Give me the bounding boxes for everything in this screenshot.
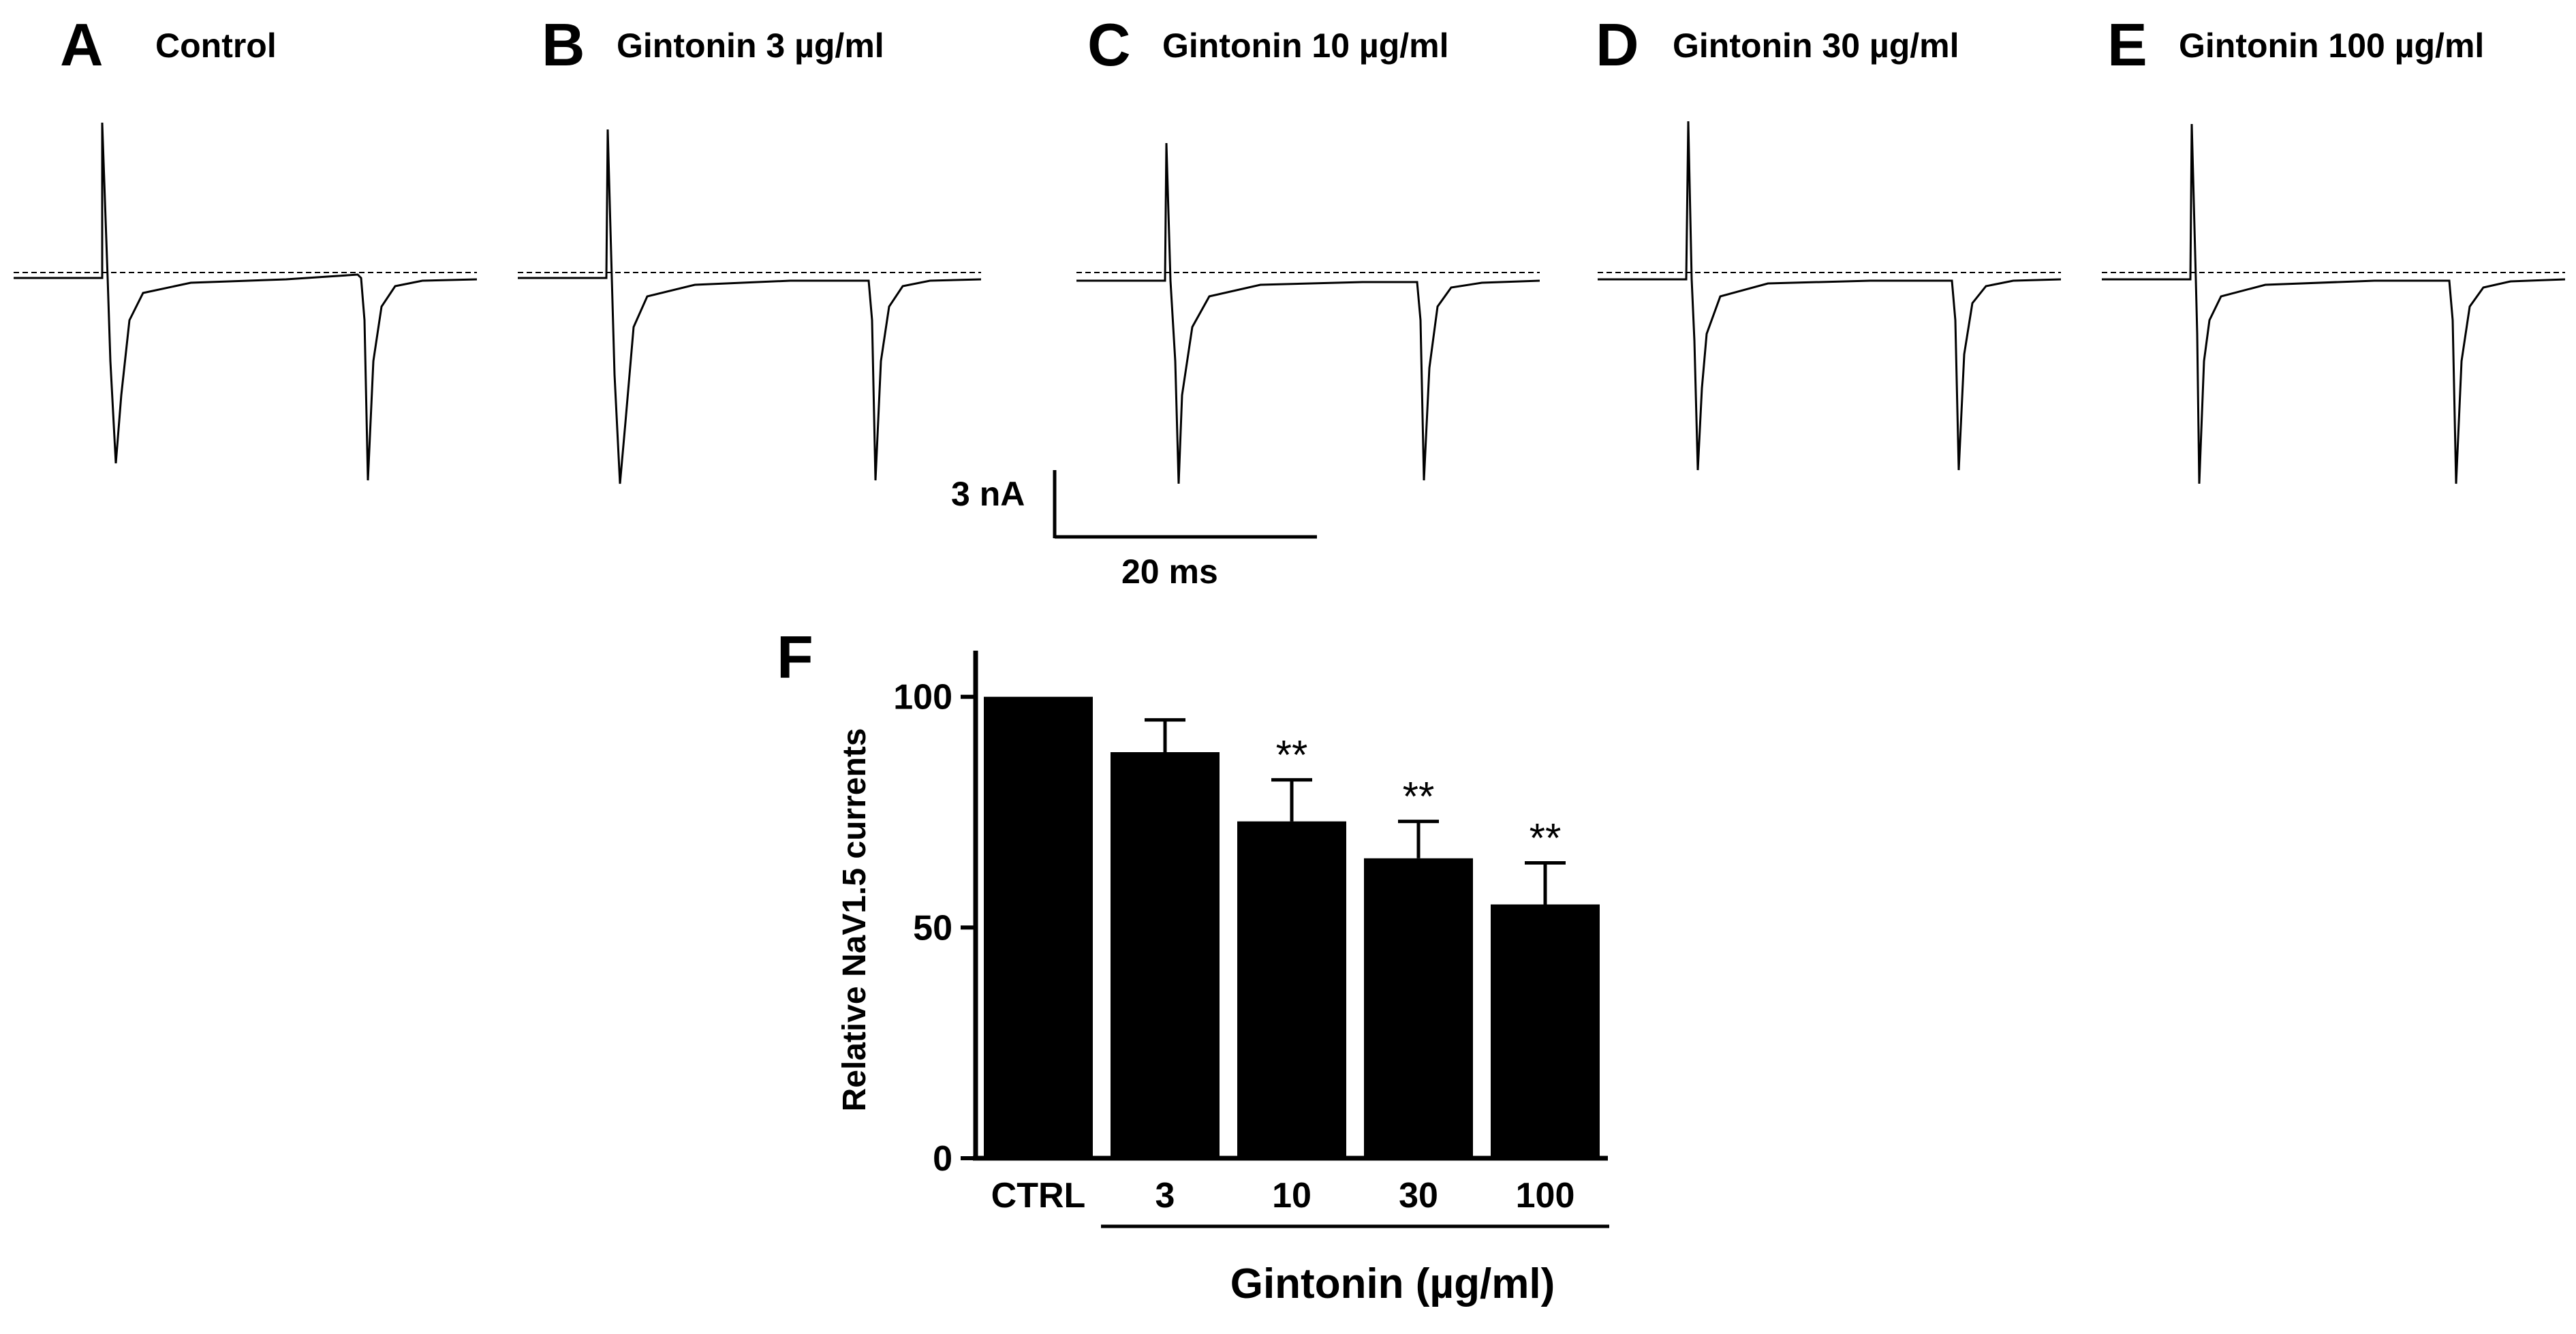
y-axis-label: Relative NaV1.5 currents (837, 728, 873, 1112)
y-tick-label: 100 (893, 678, 952, 717)
panel-letter-f: F (777, 623, 813, 691)
panel-title-gintonin-30: Gintonin 30 µg/ml (1673, 27, 1959, 65)
panel-letter-d: D (1596, 11, 1639, 78)
x-tick-label: 100 (1516, 1176, 1575, 1215)
y-tick-label: 50 (913, 908, 952, 948)
panel-title-gintonin-10: Gintonin 10 µg/ml (1162, 27, 1449, 65)
x-tick-label: 3 (1155, 1176, 1175, 1215)
x-axis-label: Gintonin (µg/ml) (1230, 1260, 1555, 1307)
panel-letter-c: C (1087, 11, 1131, 78)
significance-marker: ** (1530, 816, 1562, 861)
panel-letter-b: B (542, 11, 585, 78)
panel-title-gintonin-3: Gintonin 3 µg/ml (617, 27, 884, 65)
panel-title-gintonin-100: Gintonin 100 µg/ml (2179, 27, 2485, 65)
bar (984, 696, 1093, 1158)
panel-letter-a: A (60, 11, 104, 78)
panel-title-control: Control (155, 27, 277, 65)
bar (1364, 858, 1473, 1158)
trace-gintonin-100 (2102, 123, 2565, 484)
trace-control (14, 122, 477, 481)
trace-gintonin-30 (1598, 121, 2061, 471)
bar (1237, 821, 1346, 1158)
y-tick-label: 0 (933, 1139, 952, 1179)
scale-bar (1053, 470, 1317, 539)
bars: CTRL 3 ** 10 ** 30 ** 100 (984, 696, 1600, 1215)
scale-bar-time-label: 20 ms (1121, 553, 1218, 591)
x-tick-label: 10 (1272, 1176, 1312, 1215)
bar (1491, 904, 1600, 1158)
bar (1111, 752, 1220, 1158)
scale-bar-current-label: 3 nA (951, 475, 1025, 513)
x-tick-label: 30 (1399, 1176, 1438, 1215)
significance-marker: ** (1403, 774, 1435, 820)
significance-marker: ** (1276, 732, 1308, 778)
panel-letter-e: E (2107, 11, 2147, 78)
x-tick-label: CTRL (991, 1176, 1086, 1215)
trace-gintonin-3 (518, 129, 981, 484)
trace-gintonin-10 (1076, 142, 1540, 484)
